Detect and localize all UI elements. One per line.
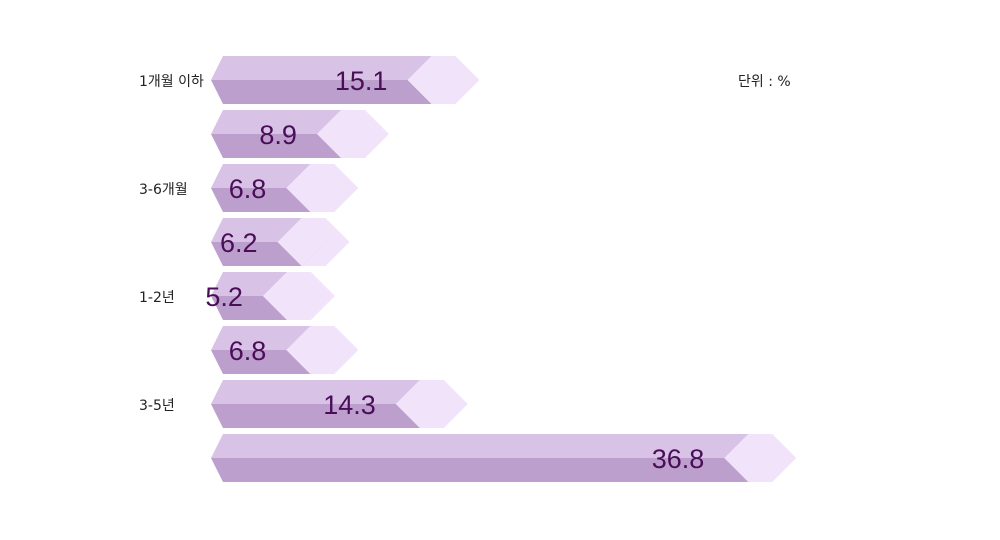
bar-tip-lower [431,80,480,104]
bar-tip-lower [748,458,797,482]
bar-6: 6.8 [211,326,359,374]
bar-top-face [211,56,456,80]
unit-label: 단위 : % [738,74,791,90]
bar-tip-upper [286,272,335,296]
bar-tip-upper [419,380,468,404]
bar-bottom-face [211,404,444,428]
bar-tip-upper [310,326,359,350]
bar-7: 14.3 [211,380,468,428]
bar-bottom-face [211,458,773,482]
value-label: 36.8 [652,444,705,474]
bar-tip-upper [431,56,480,80]
bar-2: 8.9 [211,110,389,158]
bar-tip-lower [310,188,359,212]
value-label: 8.9 [259,120,297,150]
bar-tip-upper [340,110,389,134]
bar-tip-upper [310,164,359,188]
category-label: 1-2년 [139,290,175,306]
value-label: 15.1 [335,66,388,96]
value-label: 6.2 [220,228,258,258]
value-label: 14.3 [323,390,376,420]
bar-8: 36.8 [211,434,797,482]
bar-4: 6.2 [211,218,350,266]
bar-tip-lower [286,296,335,320]
category-label: 1개월 이하 [139,74,204,90]
bar-tip-upper [748,434,797,458]
category-label: 3-5년 [139,398,175,414]
value-label: 6.8 [229,174,267,204]
bar-tip-lower [301,242,350,266]
bar-3: 6.8 [211,164,359,212]
bar-tip-upper [301,218,350,242]
bar-top-face [211,434,773,458]
bar-bottom-face [211,80,456,104]
value-label: 6.8 [229,336,267,366]
value-label: 5.2 [205,282,243,312]
bar-tip-lower [310,350,359,374]
bar-top-face [211,380,444,404]
bar-1: 15.1 [211,56,480,104]
bar-5: 5.2 [205,272,335,320]
bar-tip-lower [340,134,389,158]
category-label: 3-6개월 [139,182,188,198]
bar-tip-lower [419,404,468,428]
